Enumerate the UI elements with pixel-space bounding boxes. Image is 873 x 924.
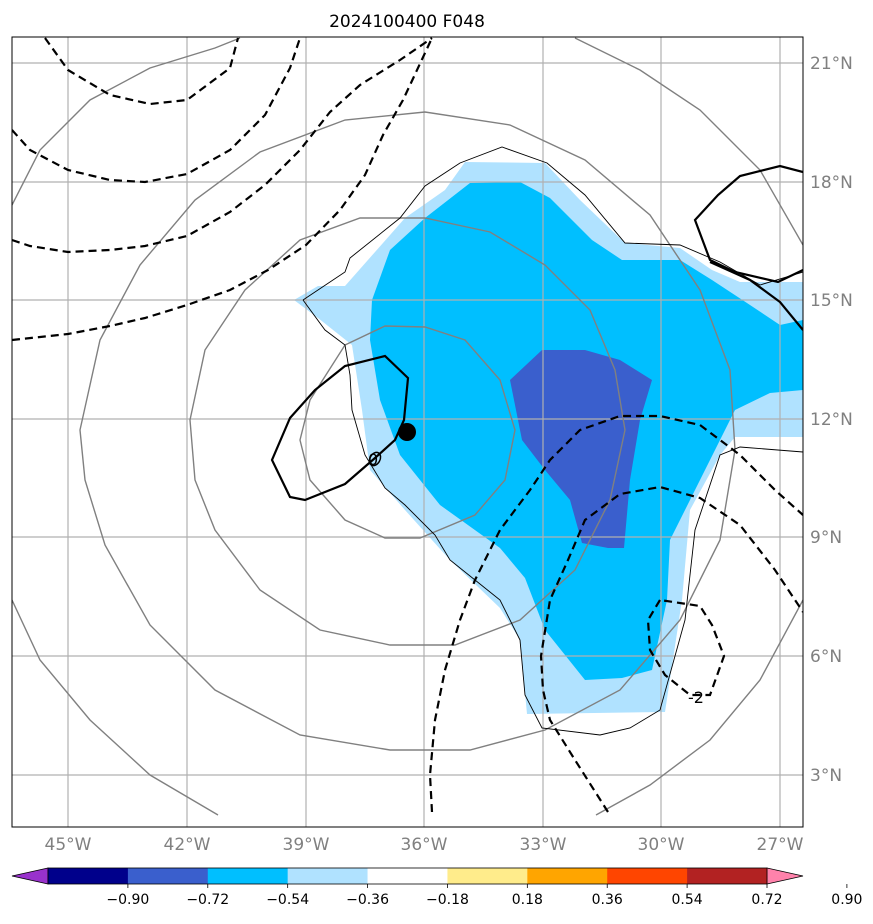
lat-label: 6°N [810,647,842,667]
lon-label: 42°W [164,835,211,855]
colorbar-tick-label: −0.90 [106,892,149,908]
lon-label: 39°W [283,835,330,855]
lon-label: 45°W [45,835,92,855]
colorbar-tick-label: −0.18 [426,892,469,908]
lat-label: 15°N [810,291,853,311]
colorbar-tick-label: 0.90 [831,892,862,908]
zero-contour-ring [368,451,382,467]
colorbar-extend-low [11,867,49,885]
latitude-labels: 21°N 18°N 15°N 12°N 9°N 6°N 3°N [810,54,853,786]
thin-outline [302,146,803,736]
colorbar-tick-label: 0.54 [672,892,703,908]
lat-label: 21°N [810,54,853,74]
lat-label: 18°N [810,173,853,193]
longitude-labels: 45°W 42°W 39°W 36°W 33°W 30°W 27°W [45,835,804,855]
storm-center-marker [398,423,416,441]
map-frame [11,36,804,828]
map-gridlines [12,37,803,827]
lon-label: 36°W [401,835,448,855]
solid-contours [270,164,803,502]
contour-label-zero: 0 [368,450,378,469]
colorbar-segment [687,868,768,884]
colorbar-segment [287,868,369,884]
colorbar-extend-high [766,867,804,885]
colorbar: −0.90 −0.72 −0.54 −0.36 −0.18 0.18 0.36 0.54 0.7… [11,867,862,908]
contour-label-minus-two: -2 [688,688,704,707]
shading-strong-negative [510,350,652,548]
lon-label: 27°W [757,835,804,855]
map-area: 0 -2 [12,37,803,827]
lat-label: 9°N [810,528,842,548]
colorbar-tick-label: −0.72 [186,892,229,908]
colorbar-tick-label: 0.18 [512,892,543,908]
colorbar-outline [47,867,768,885]
colorbar-segment [447,868,528,884]
colorbar-tick-label: 0.72 [751,892,782,908]
dashed-contours [12,37,803,813]
colorbar-segment [127,868,209,884]
lat-label: 3°N [810,766,842,786]
colorbar-tick-label: −0.54 [266,892,309,908]
colorbar-tick-label: 0.36 [592,892,623,908]
colorbar-segment [527,868,608,884]
lat-label: 12°N [810,410,853,430]
colorbar-segment [48,868,129,884]
colorbar-segment [207,868,289,884]
colorbar-tick-label: −0.36 [346,892,389,908]
lon-label: 30°W [638,835,685,855]
plot-title: 2024100400 F048 [329,12,485,32]
colorbar-segment [607,868,688,884]
lon-label: 33°W [520,835,567,855]
colorbar-segment [367,868,448,884]
